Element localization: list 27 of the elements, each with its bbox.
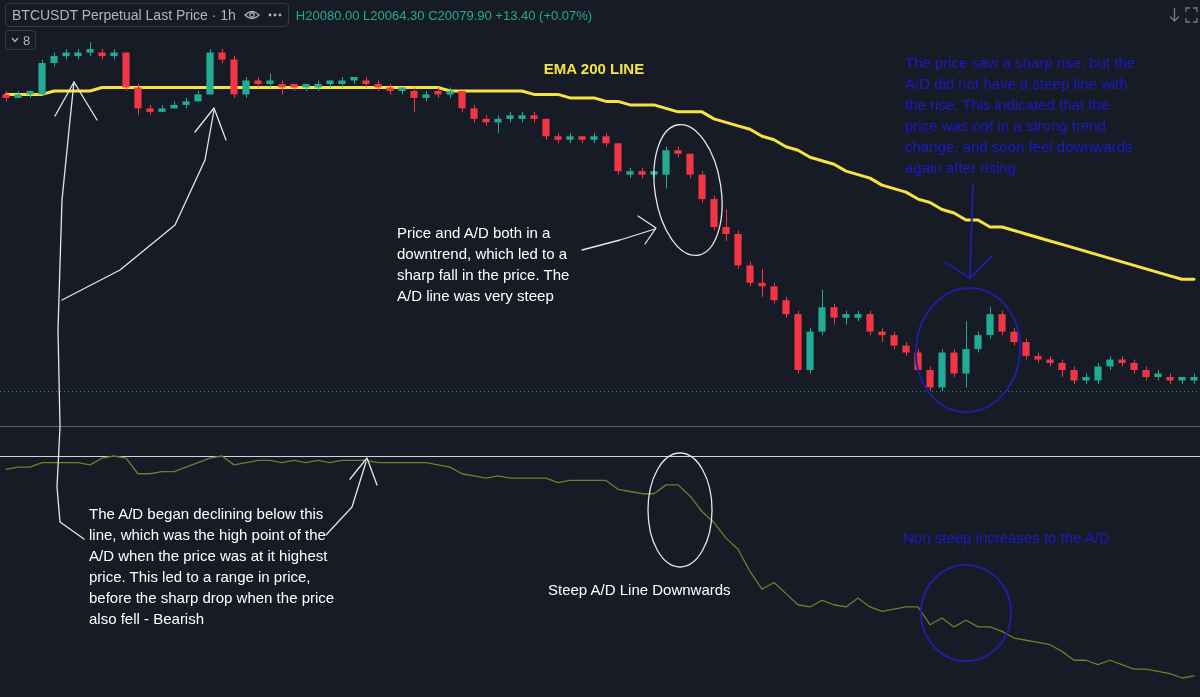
candlestick: [986, 306, 994, 340]
annotation: Price and A/D both in a downtrend, which led to a sharp fall in the price. The A/D line was very steep: [397, 223, 571, 306]
candlestick: [134, 83, 142, 116]
candlestick: [410, 86, 418, 113]
annotation: The A/D began declining below this line, which was the high point of the A/D when the price was at it highest price. This led to a range in price, before the sharp drop when the price also fell - Bearish: [89, 504, 336, 629]
candlestick: [758, 268, 766, 298]
candlestick: [974, 331, 982, 354]
candlestick: [926, 366, 934, 392]
series-label: EMA 200 LINE: [543, 59, 645, 77]
annotation: The price saw a sharp rise, but the A/D did not have a steep line with the rise. This indicated that the price was not in a strong trend change, and soon feel downwards again after rising: [905, 53, 1137, 178]
candlestick: [722, 209, 730, 242]
annotation: Non steep increases to the A/D: [903, 528, 1111, 548]
candlestick: [746, 261, 754, 287]
candlestick: [782, 296, 790, 319]
candlestick: [830, 303, 838, 326]
candlestick: [242, 76, 250, 99]
candlestick: [950, 348, 958, 378]
chart-title: BTCUSDT Perpetual Last Price · 1h: [12, 7, 236, 23]
candlestick: [770, 282, 778, 305]
candlestick: [998, 310, 1006, 336]
candlestick: [1094, 362, 1102, 385]
candlestick: [686, 153, 694, 179]
annotation: Steep A/D Line Downwards: [548, 580, 732, 600]
chart-subtitle: H20080.00 L20064.30 C20079.90 +13.40 (+0.07%): [295, 7, 593, 23]
candlestick: [866, 310, 874, 336]
annotation: 8: [23, 32, 31, 48]
candlestick: [1022, 338, 1030, 361]
